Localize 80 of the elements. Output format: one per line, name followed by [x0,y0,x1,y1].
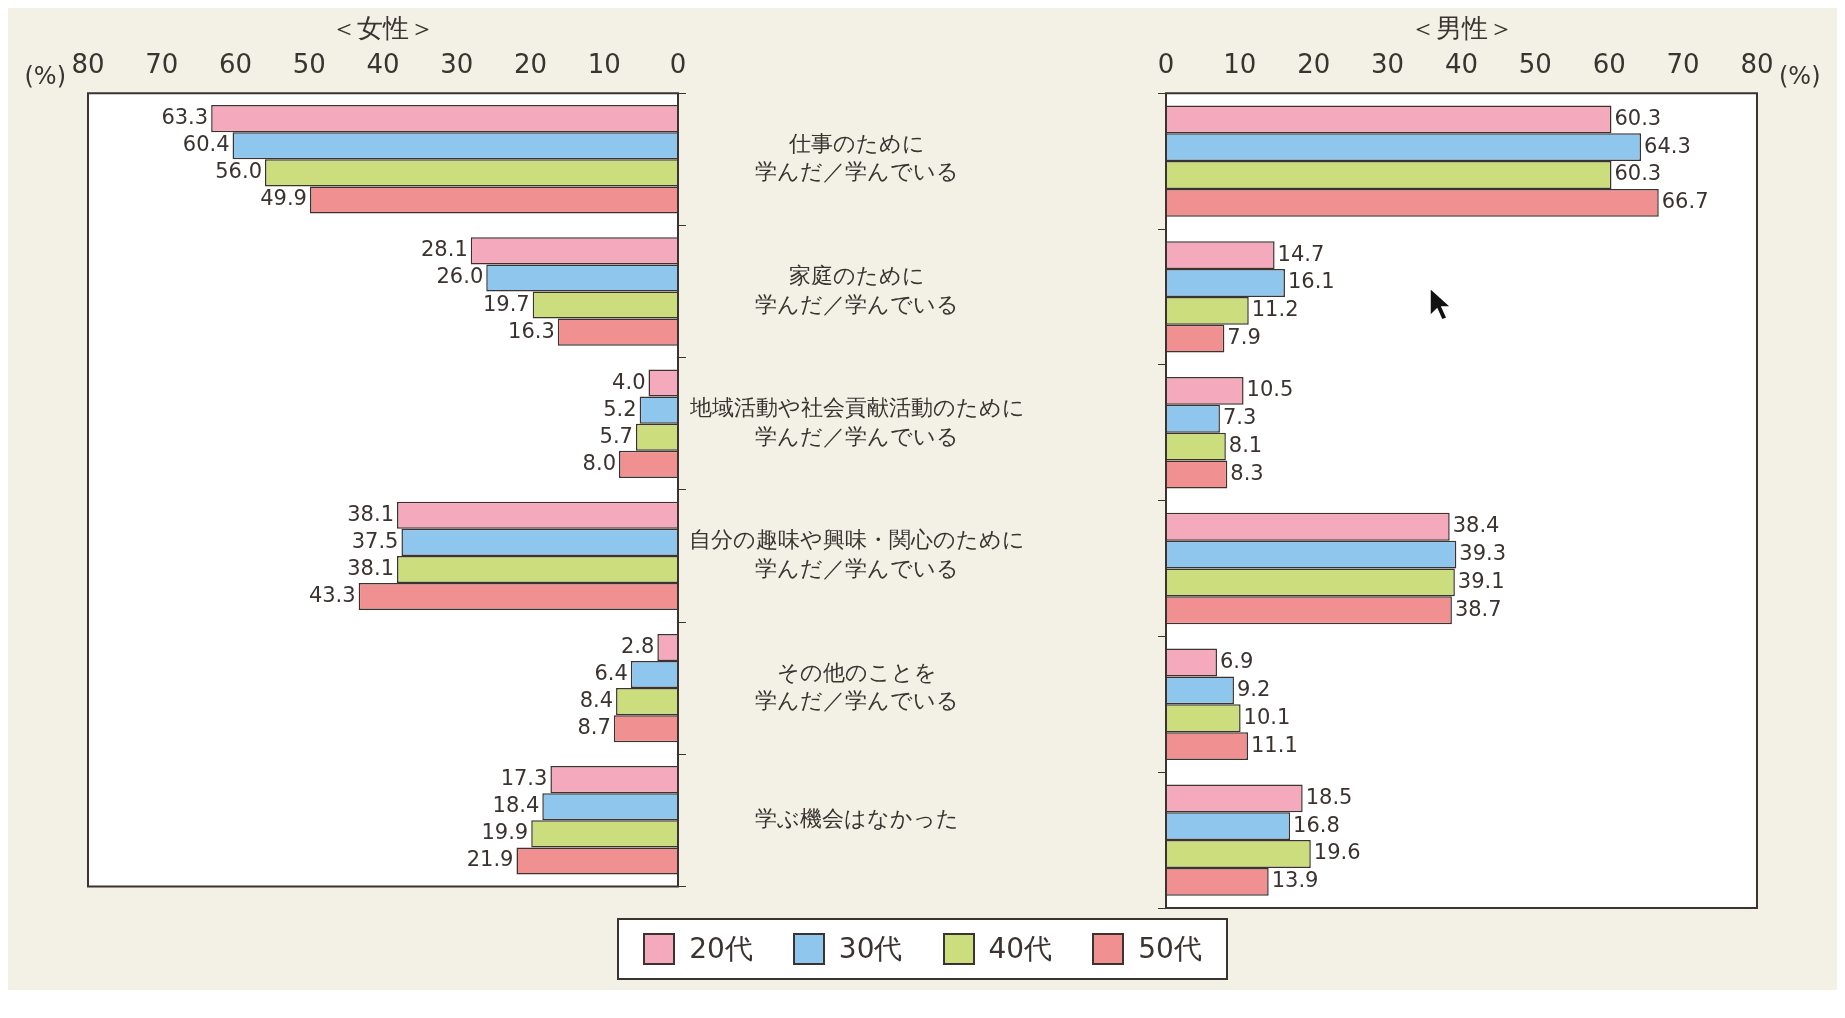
data-label: 7.9 [1227,325,1261,350]
x-tick-label: 60 [218,49,253,80]
data-label: 6.4 [594,661,628,685]
y-tick-label: 家庭のために学んだ／学んでいる [755,262,959,317]
data-label: 5.7 [599,423,633,448]
data-label: 16.3 [508,318,555,343]
x-tick-label: 10 [587,49,621,80]
data-label: 37.5 [351,528,399,553]
x-tick-label: 80 [71,49,105,80]
data-label: 10.1 [1243,704,1291,729]
data-label: 39.3 [1459,541,1507,566]
x-tick-label: 60 [1592,49,1626,80]
x-tick-label: 0 [1157,49,1175,80]
data-label: 19.6 [1313,840,1361,865]
data-label: 7.3 [1222,405,1257,430]
data-label: 39.1 [1457,568,1505,593]
data-label: 56.0 [215,159,262,184]
data-label: 66.7 [1661,189,1709,214]
data-label: 26.0 [436,264,484,289]
y-tick-label: 仕事のために学んだ／学んでいる [755,130,959,185]
x-tick-label: 20 [513,49,548,80]
data-label: 16.1 [1287,269,1335,294]
data-label: 9.2 [1236,676,1271,701]
data-label: 16.8 [1293,812,1340,837]
x-tick-label: 40 [1444,49,1479,80]
legend-label: 40代 [988,931,1053,967]
data-label: 11.1 [1251,732,1298,757]
data-label: 43.3 [308,583,356,607]
data-label: 49.9 [260,186,307,211]
data-label: 5.2 [603,396,637,421]
data-label: 18.5 [1305,784,1353,809]
data-label: 13.9 [1271,868,1319,893]
x-axis-title: (%) [1779,62,1821,91]
data-label: 8.1 [1228,433,1263,458]
data-label: 60.3 [1614,161,1662,186]
y-tick-label: 学ぶ機会はなかった [755,806,959,832]
data-label: 8.7 [577,715,611,740]
y-tick-label: その他のことを学んだ／学んでいる [755,659,959,714]
y-tick-label: 自分の趣味や興味・関心のために学んだ／学んでいる [689,527,1025,581]
legend-label: 50代 [1138,931,1202,967]
legend-label: 20代 [689,931,753,967]
legend-label: 30代 [838,931,903,967]
data-label: 19.9 [481,820,529,845]
data-label: 60.4 [182,132,230,157]
data-label: 21.9 [466,847,514,872]
data-label: 38.7 [1454,596,1502,621]
data-label: 10.5 [1246,377,1294,402]
data-label: 38.1 [347,501,395,526]
data-label: 18.4 [492,793,540,818]
x-tick-label: 50 [292,49,326,80]
chart-title: ＜女性＞ [331,12,435,43]
data-label: 8.3 [1230,460,1264,485]
data-label: 14.7 [1277,241,1325,266]
x-tick-label: 30 [440,49,474,80]
x-tick-label: 40 [366,49,400,80]
y-tick-label: 地域活動や社会貢献活動のために学んだ／学んでいる [688,395,1025,449]
data-label: 6.9 [1219,648,1254,673]
data-label: 19.7 [482,291,530,316]
x-axis-title: (%) [24,62,66,91]
x-tick-label: 70 [145,49,179,80]
data-label: 11.2 [1251,297,1299,322]
data-label: 38.1 [347,555,395,580]
x-tick-label: 30 [1371,49,1405,80]
x-tick-label: 80 [1740,49,1774,80]
data-label: 63.3 [161,105,209,130]
data-label: 2.8 [620,633,655,658]
chart-title: ＜男性＞ [1409,12,1514,43]
data-label: 4.0 [612,369,646,394]
x-tick-label: 50 [1518,49,1552,80]
data-label: 28.1 [421,237,468,262]
x-tick-label: 10 [1223,49,1257,80]
data-label: 64.3 [1644,133,1691,158]
x-tick-label: 70 [1666,49,1700,80]
data-label: 8.4 [579,688,614,713]
data-label: 60.3 [1614,105,1662,130]
data-label: 38.4 [1452,513,1500,538]
x-tick-label: 0 [669,49,687,80]
x-tick-label: 20 [1297,49,1331,80]
data-label: 8.0 [582,450,616,475]
data-label: 17.3 [500,766,548,791]
